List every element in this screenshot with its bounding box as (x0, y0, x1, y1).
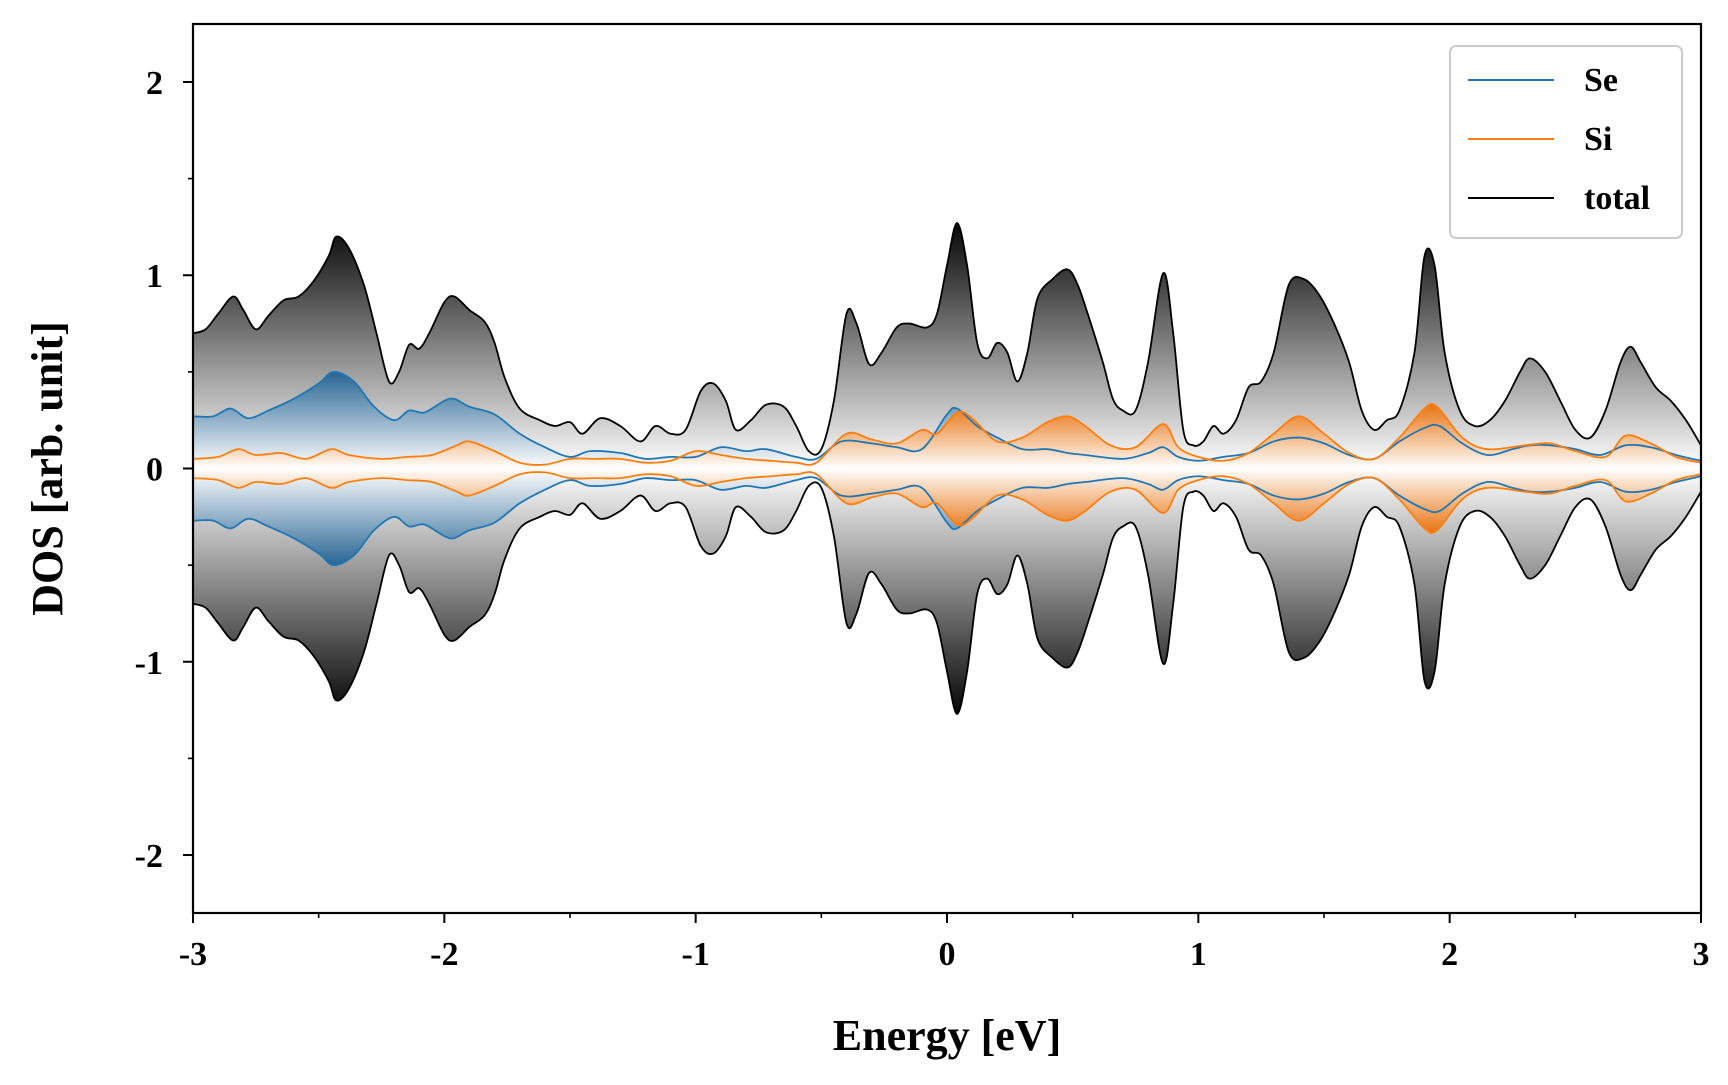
tick-labels: -3 -2 -1 0 1 2 3 -2 -1 0 1 2 (135, 65, 1710, 973)
y-axis-label: DOS [arb. unit] (23, 321, 72, 616)
line-si-up (193, 402, 1701, 466)
legend-box (1449, 45, 1683, 239)
y-tick-label: 1 (146, 258, 163, 295)
legend: Se Si total (1449, 45, 1683, 239)
line-total-up (193, 222, 1701, 456)
legend-label-se: Se (1584, 62, 1618, 99)
axis-ticks (183, 80, 1702, 923)
x-tick-label: 0 (939, 936, 956, 973)
fill-total-down (193, 468, 1701, 714)
line-si-down (193, 471, 1701, 535)
y-tick-label: 0 (146, 452, 163, 489)
y-tick-label: -2 (135, 838, 163, 875)
fill-si-down (193, 468, 1701, 534)
x-tick-label: 3 (1693, 936, 1710, 973)
fill-total-up (193, 223, 1701, 469)
legend-label-si: Si (1584, 121, 1612, 158)
x-tick-label: -3 (179, 936, 207, 973)
fill-layer (193, 223, 1701, 714)
fill-si-up (193, 403, 1701, 469)
line-total-down (193, 481, 1701, 715)
x-tick-label: 2 (1441, 936, 1458, 973)
y-tick-label: -1 (135, 645, 163, 682)
x-tick-label: -2 (430, 936, 458, 973)
line-se-up (193, 370, 1701, 462)
line-se-down (193, 475, 1701, 567)
x-axis-label: Energy [eV] (833, 1011, 1062, 1060)
line-layer (193, 222, 1701, 715)
legend-label-total: total (1584, 180, 1650, 217)
x-tick-label: 1 (1190, 936, 1207, 973)
y-tick-label: 2 (146, 65, 163, 102)
x-tick-label: -1 (682, 936, 710, 973)
